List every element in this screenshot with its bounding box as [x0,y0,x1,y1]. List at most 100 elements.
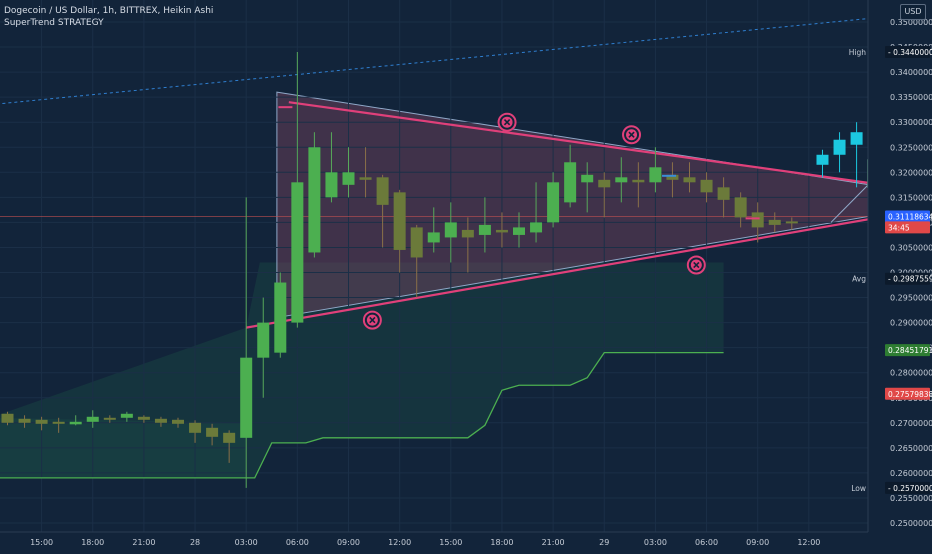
candle-body[interactable] [751,212,764,228]
candle-body[interactable] [18,418,31,423]
time-tick-label: 03:00 [644,538,667,547]
candle-body[interactable] [478,224,491,235]
time-tick-label: 21:00 [542,538,565,547]
time-tick-label: 06:00 [286,538,309,547]
candle-body[interactable] [495,229,508,233]
price-label-value: 0.28451791 [888,346,932,355]
time-tick-label: 06:00 [695,538,718,547]
candle-body[interactable] [717,187,730,200]
time-tick-label: 18:00 [81,538,104,547]
time-tick-label: 09:00 [337,538,360,547]
candle-body[interactable] [240,357,253,438]
candle-body[interactable] [103,417,116,420]
time-tick-label: 29 [599,538,609,547]
projection-candle[interactable] [816,154,829,165]
candle-body[interactable] [666,174,679,180]
candle-body[interactable] [700,179,713,193]
price-label-value: - 0.29875595 [888,275,932,284]
price-label-box [885,221,930,234]
candle-body[interactable] [376,177,389,205]
candle-body[interactable] [564,162,577,203]
candle-body[interactable] [615,177,628,183]
price-label-box [885,272,930,285]
candle-body[interactable] [69,421,82,425]
candle-body[interactable] [649,167,662,183]
signal-x-stroke [503,119,511,126]
supertrend-fill [0,262,724,478]
candle-body[interactable] [530,222,543,233]
candle-body[interactable] [785,221,798,224]
candle-body[interactable] [257,322,270,358]
candle-body[interactable] [598,179,611,188]
candle-body[interactable] [547,182,560,223]
candle-body[interactable] [768,219,781,225]
candle-body[interactable] [734,197,747,218]
price-label-value: 0.27579838 [888,390,932,399]
price-tick-label: 0.25000000 [890,519,932,528]
candle-body[interactable] [189,422,202,433]
candle-body[interactable] [632,179,645,183]
candle-body[interactable] [393,192,406,250]
symbol-title: Dogecoin / US Dollar, 1h, BITTREX, Heiki… [4,6,214,16]
signal-x-stroke [628,131,635,138]
candle-body[interactable] [86,416,99,422]
signal-x-stroke [693,261,700,269]
candle-body[interactable] [308,147,321,253]
time-tick-label: 21:00 [132,538,155,547]
candle-body[interactable] [35,419,48,424]
projection-candle[interactable] [850,132,863,145]
dotted-trendline [0,11,932,105]
price-label-box [885,387,930,400]
candle-body[interactable] [325,172,338,198]
time-tick-label: 28 [190,538,200,547]
time-tick-label: 12:00 [797,538,820,547]
candle-body[interactable] [1,413,14,423]
candle-body[interactable] [291,182,304,323]
projection-candle[interactable] [833,139,846,155]
candle-body[interactable] [683,177,696,183]
time-axis[interactable] [0,532,932,550]
candle-body[interactable] [359,177,372,180]
candle-body[interactable] [513,227,525,235]
candle-body[interactable] [154,418,167,423]
candle-body[interactable] [120,413,133,418]
candle-body[interactable] [137,416,150,420]
strategy-name: SuperTrend STRATEGY [4,18,104,28]
price-label-box [885,344,930,357]
price-label-tag: High [849,48,866,57]
triangle-lower-line [246,207,932,329]
candle-body[interactable] [461,229,474,238]
candle-body[interactable] [206,427,219,437]
time-tick-label: 15:00 [439,538,462,547]
candle-body[interactable] [410,227,423,258]
currency-button[interactable]: USD [900,4,926,20]
candle-body[interactable] [427,232,440,243]
triangle-upper-line [288,101,932,193]
candle-body[interactable] [274,282,287,353]
candle-body[interactable] [444,222,457,238]
price-label-value: 0.31118634 [888,212,932,221]
candle-body[interactable] [581,174,594,183]
time-tick-label: 12:00 [388,538,411,547]
chart-legend: Dogecoin / US Dollar, 1h, BITTREX, Heiki… [4,5,213,29]
price-label-value: 34:45 [888,223,910,232]
candle-body[interactable] [223,432,236,443]
candle-body[interactable] [342,172,355,185]
candle-body[interactable] [52,421,65,424]
price-label-box [885,481,930,494]
time-tick-label: 15:00 [30,538,53,547]
candle-body[interactable] [172,419,184,424]
